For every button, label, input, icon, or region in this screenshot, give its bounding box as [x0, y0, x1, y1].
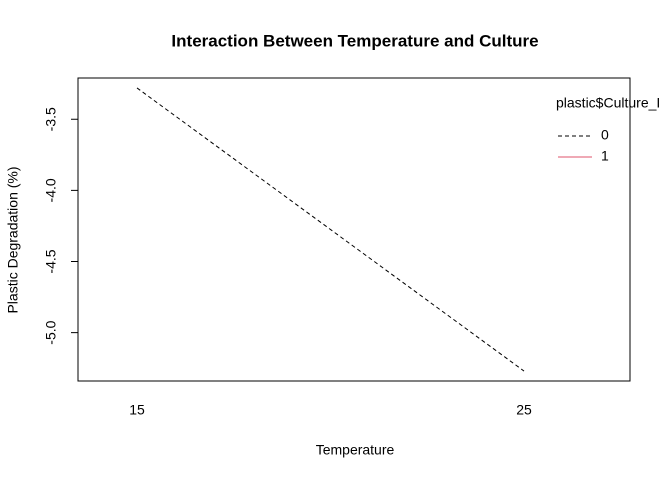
chart-title: Interaction Between Temperature and Cult… [171, 31, 538, 50]
y-axis-label: Plastic Degradation (%) [5, 166, 21, 313]
y-tick-label: -4.0 [43, 178, 59, 202]
x-tick-label: 25 [516, 402, 532, 418]
legend-label: 0 [601, 127, 609, 143]
x-axis-label: Temperature [316, 442, 395, 458]
y-tick-label: -4.5 [43, 249, 59, 273]
legend-label: 1 [601, 148, 609, 164]
legend-title: plastic$Culture_I [556, 95, 660, 111]
x-tick-label: 15 [129, 402, 145, 418]
plot-box [77, 77, 631, 382]
y-tick-label: -3.5 [43, 107, 59, 131]
series-line [136, 87, 525, 372]
y-tick-label: -5.0 [43, 320, 59, 344]
